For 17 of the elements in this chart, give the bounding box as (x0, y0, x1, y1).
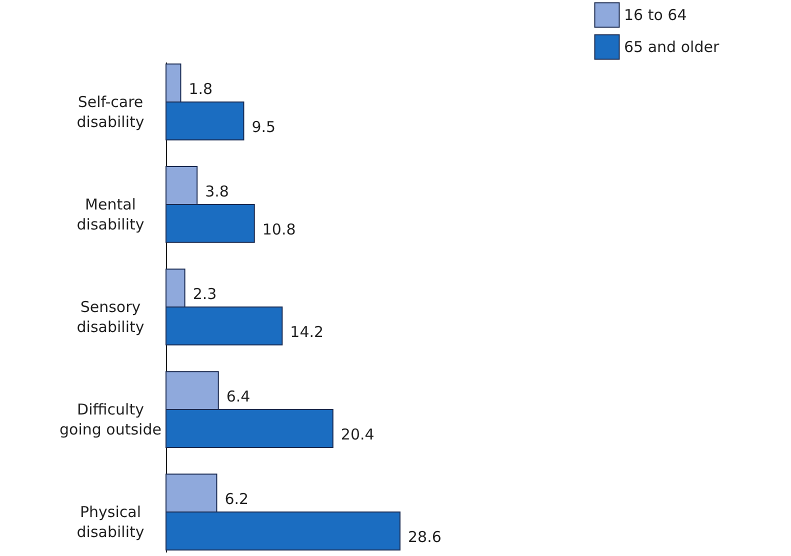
y-tick-label: Sensory disability (76, 298, 144, 336)
data-label: 3.8 (205, 182, 229, 201)
legend-label: 16 to 64 (624, 6, 687, 24)
legend-label: 65 and older (624, 38, 720, 56)
data-label: 6.4 (226, 388, 250, 406)
data-label: 2.3 (192, 285, 217, 304)
data-label: 6.2 (224, 490, 249, 508)
data-label: 1.8 (188, 80, 213, 98)
y-tick-label: Self-care disability (76, 92, 144, 131)
data-label: 28.6 (408, 528, 442, 546)
y-tick-label: Difficulty going outside (60, 400, 162, 439)
data-label: 20.4 (340, 425, 374, 444)
y-tick-label: Mental disability (76, 195, 144, 234)
data-label: 10.8 (262, 220, 296, 238)
data-label: 9.5 (252, 118, 276, 136)
y-tick-label: Physical disability (76, 503, 144, 542)
data-label: 14.2 (290, 322, 324, 341)
